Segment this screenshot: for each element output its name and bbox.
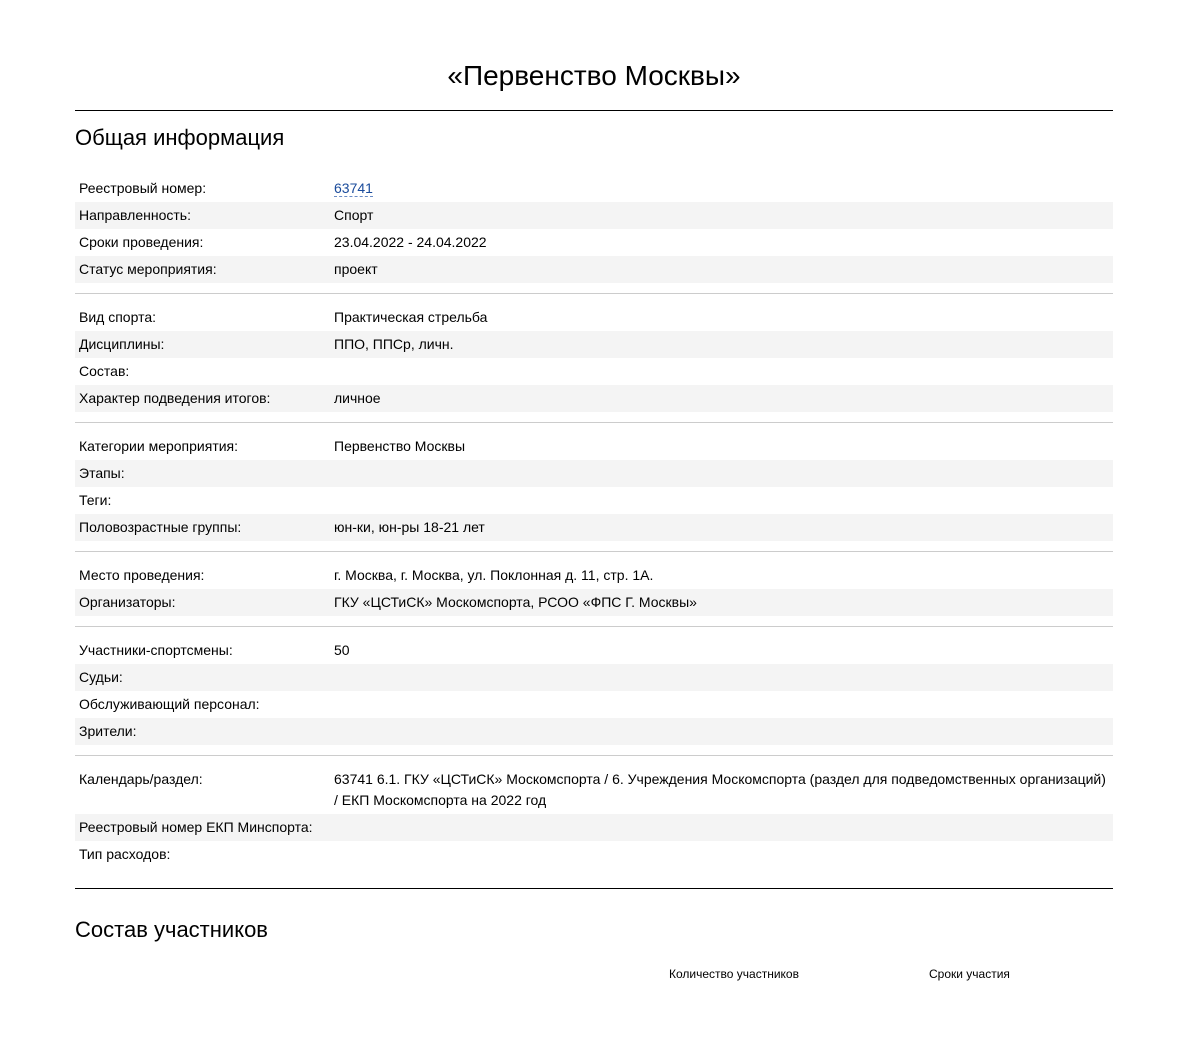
info-value: 50 <box>334 640 1113 661</box>
info-value: ППО, ППСр, личн. <box>334 334 1113 355</box>
info-row: Календарь/раздел:63741 6.1. ГКУ «ЦСТиСК»… <box>75 766 1113 814</box>
info-label: Обслуживающий персонал: <box>79 694 334 715</box>
info-value: юн-ки, юн-ры 18-21 лет <box>334 517 1113 538</box>
info-value <box>334 490 1113 511</box>
info-value <box>334 694 1113 715</box>
info-label: Теги: <box>79 490 334 511</box>
group-divider <box>75 422 1113 423</box>
info-label: Сроки проведения: <box>79 232 334 253</box>
info-value: ГКУ «ЦСТиСК» Москомспорта, РСОО «ФПС Г. … <box>334 592 1113 613</box>
info-label: Зрители: <box>79 721 334 742</box>
info-row: Место проведения:г. Москва, г. Москва, у… <box>75 562 1113 589</box>
info-row: Характер подведения итогов:личное <box>75 385 1113 412</box>
info-row: Теги: <box>75 487 1113 514</box>
group-divider <box>75 551 1113 552</box>
info-label: Реестровый номер: <box>79 178 334 199</box>
info-value <box>334 817 1113 838</box>
info-row: Участники-спортсмены:50 <box>75 637 1113 664</box>
info-value: г. Москва, г. Москва, ул. Поклонная д. 1… <box>334 565 1113 586</box>
info-value: Первенство Москвы <box>334 436 1113 457</box>
info-row: Судьи: <box>75 664 1113 691</box>
participants-header: Количество участников Сроки участия <box>75 967 1113 981</box>
participants-col-dates: Сроки участия <box>929 967 1069 981</box>
group-divider <box>75 626 1113 627</box>
info-value <box>334 463 1113 484</box>
info-label: Организаторы: <box>79 592 334 613</box>
info-label: Реестровый номер ЕКП Минспорта: <box>79 817 334 838</box>
info-value: проект <box>334 259 1113 280</box>
info-label: Категории мероприятия: <box>79 436 334 457</box>
divider-section2 <box>75 888 1113 889</box>
info-label: Место проведения: <box>79 565 334 586</box>
info-row: Организаторы:ГКУ «ЦСТиСК» Москомспорта, … <box>75 589 1113 616</box>
info-value: личное <box>334 388 1113 409</box>
page-title: «Первенство Москвы» <box>75 60 1113 92</box>
group-divider <box>75 293 1113 294</box>
info-row: Статус мероприятия:проект <box>75 256 1113 283</box>
info-label: Этапы: <box>79 463 334 484</box>
info-value <box>334 667 1113 688</box>
info-row: Сроки проведения:23.04.2022 - 24.04.2022 <box>75 229 1113 256</box>
info-value <box>334 361 1113 382</box>
info-row: Обслуживающий персонал: <box>75 691 1113 718</box>
info-row: Вид спорта:Практическая стрельба <box>75 304 1113 331</box>
info-row: Реестровый номер ЕКП Минспорта: <box>75 814 1113 841</box>
info-row: Категории мероприятия:Первенство Москвы <box>75 433 1113 460</box>
info-label: Вид спорта: <box>79 307 334 328</box>
info-value: 63741 6.1. ГКУ «ЦСТиСК» Москомспорта / 6… <box>334 769 1113 811</box>
info-label: Характер подведения итогов: <box>79 388 334 409</box>
info-label: Статус мероприятия: <box>79 259 334 280</box>
divider-top <box>75 110 1113 111</box>
info-label: Календарь/раздел: <box>79 769 334 811</box>
section-participants: Состав участников Количество участников … <box>75 917 1113 981</box>
info-container: Реестровый номер:63741Направленность:Спо… <box>75 175 1113 868</box>
group-divider <box>75 755 1113 756</box>
info-label: Участники-спортсмены: <box>79 640 334 661</box>
info-row: Этапы: <box>75 460 1113 487</box>
section-general-info-heading: Общая информация <box>75 125 1113 151</box>
participants-col-qty: Количество участников <box>669 967 929 981</box>
info-row: Дисциплины:ППО, ППСр, личн. <box>75 331 1113 358</box>
info-row: Зрители: <box>75 718 1113 745</box>
info-value: Практическая стрельба <box>334 307 1113 328</box>
info-value: 63741 <box>334 178 1113 199</box>
info-value: 23.04.2022 - 24.04.2022 <box>334 232 1113 253</box>
registry-number-link[interactable]: 63741 <box>334 180 373 197</box>
info-value: Спорт <box>334 205 1113 226</box>
info-label: Тип расходов: <box>79 844 334 865</box>
info-value <box>334 721 1113 742</box>
info-row: Половозрастные группы:юн-ки, юн-ры 18-21… <box>75 514 1113 541</box>
info-label: Дисциплины: <box>79 334 334 355</box>
info-label: Состав: <box>79 361 334 382</box>
info-label: Судьи: <box>79 667 334 688</box>
info-row: Направленность:Спорт <box>75 202 1113 229</box>
info-label: Половозрастные группы: <box>79 517 334 538</box>
info-label: Направленность: <box>79 205 334 226</box>
info-row: Состав: <box>75 358 1113 385</box>
info-row: Реестровый номер:63741 <box>75 175 1113 202</box>
info-value <box>334 844 1113 865</box>
info-row: Тип расходов: <box>75 841 1113 868</box>
section-participants-heading: Состав участников <box>75 917 1113 943</box>
